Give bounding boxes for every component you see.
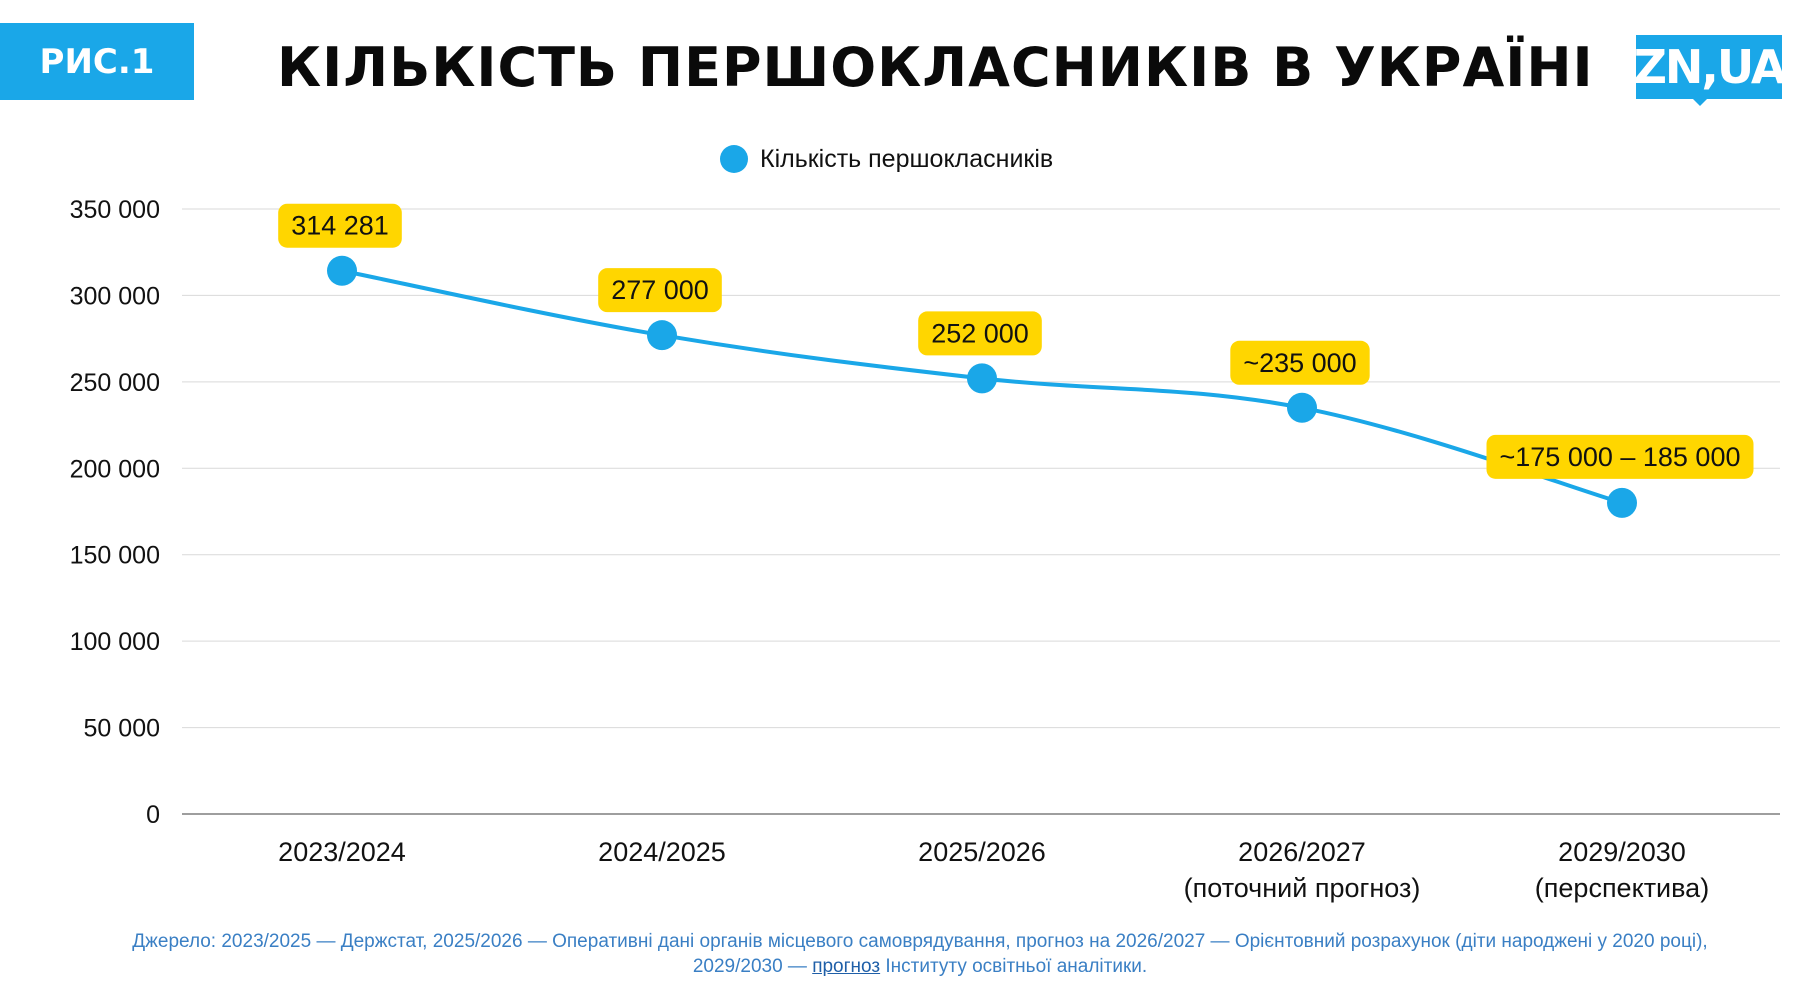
y-tick-label: 100 000 <box>70 628 160 656</box>
data-label-box <box>1230 340 1370 385</box>
data-label-box <box>1486 434 1754 479</box>
data-label: ~175 000 – 185 000 <box>1500 442 1741 472</box>
x-tick-label: 2025/2026 <box>918 837 1046 867</box>
brand-logo[interactable]: ZN,UA <box>1634 35 1786 99</box>
x-tick-sublabel: (перспектива) <box>1535 873 1709 903</box>
data-point <box>1607 487 1637 518</box>
chart-legend: Кількість першокласників <box>720 142 1053 176</box>
y-tick-label: 150 000 <box>70 542 160 570</box>
data-label: 314 281 <box>291 211 389 241</box>
data-point <box>967 363 997 394</box>
y-tick-label: 250 000 <box>70 369 160 397</box>
data-label-box <box>918 311 1042 356</box>
source-note: Джерело: 2023/2025 — Держстат, 2025/2026… <box>90 929 1750 979</box>
data-label: ~235 000 <box>1243 348 1356 378</box>
y-tick-label: 200 000 <box>70 455 160 483</box>
figure-badge: РИС.1 <box>0 23 194 100</box>
line-chart: 0 50 000 100 000 150 000 200 000 250 000 300 0… <box>70 196 1780 903</box>
x-tick-sublabel: (поточний прогноз) <box>1184 873 1421 903</box>
x-tick-label: 2029/2030 <box>1558 837 1686 867</box>
data-point <box>327 255 357 286</box>
data-label: 252 000 <box>931 318 1029 348</box>
source-text-end: Інституту освітньої аналітики. <box>880 956 1148 977</box>
x-tick-label: 2023/2024 <box>278 837 406 867</box>
chart-title: КІЛЬКІСТЬ ПЕРШОКЛАСНИКІВ В УКРАЇНІ <box>277 36 1594 99</box>
y-tick-label: 300 000 <box>70 282 160 310</box>
y-tick-label: 0 <box>146 801 160 829</box>
x-tick-label: 2026/2027 <box>1238 837 1366 867</box>
x-tick-label: 2024/2025 <box>598 837 726 867</box>
data-point <box>1287 392 1317 423</box>
logo-speech-tail-icon <box>1690 96 1710 106</box>
y-tick-label: 50 000 <box>84 715 160 743</box>
y-tick-label: 350 000 <box>70 196 160 224</box>
data-label-box <box>278 203 402 248</box>
source-forecast-link[interactable]: прогноз <box>812 956 881 977</box>
legend-marker-icon <box>720 145 748 173</box>
data-label-box <box>598 268 722 313</box>
legend-label: Кількість першокласників <box>760 144 1054 173</box>
data-point <box>647 320 677 351</box>
source-text: Джерело: 2023/2025 — Держстат, 2025/2026… <box>132 931 1708 977</box>
data-label: 277 000 <box>611 275 709 305</box>
